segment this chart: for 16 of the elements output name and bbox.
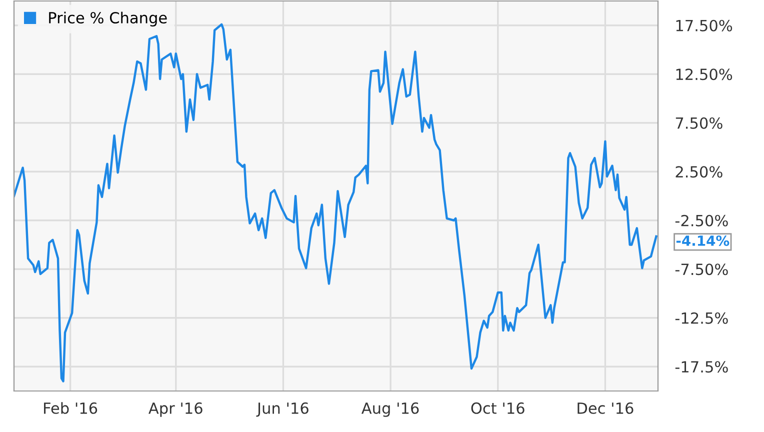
- x-tick-label: Jun '16: [256, 402, 308, 417]
- legend-label: Price % Change: [49, 12, 167, 26]
- y-tick-label: 12.50%: [676, 68, 732, 80]
- annotation: -4.14%: [676, 235, 730, 246]
- y-tick-label: 7.50%: [676, 117, 722, 129]
- y-tick-label: 17.50%: [676, 20, 732, 32]
- x-tick-label: Dec '16: [578, 402, 634, 414]
- x-tick-label: Feb '16: [44, 402, 98, 414]
- y-tick-label: -12.5%: [675, 312, 728, 324]
- y-tick-label: -2.50%: [675, 214, 728, 226]
- y-tick-label: 2.50%: [676, 166, 722, 178]
- x-tick-label: Apr '16: [148, 402, 202, 417]
- x-tick-label: Oct '16: [471, 402, 524, 414]
- x-tick-label: Aug '16: [362, 402, 419, 417]
- y-tick-label: -17.5%: [675, 361, 728, 373]
- y-tick-label: -7.50%: [675, 264, 728, 276]
